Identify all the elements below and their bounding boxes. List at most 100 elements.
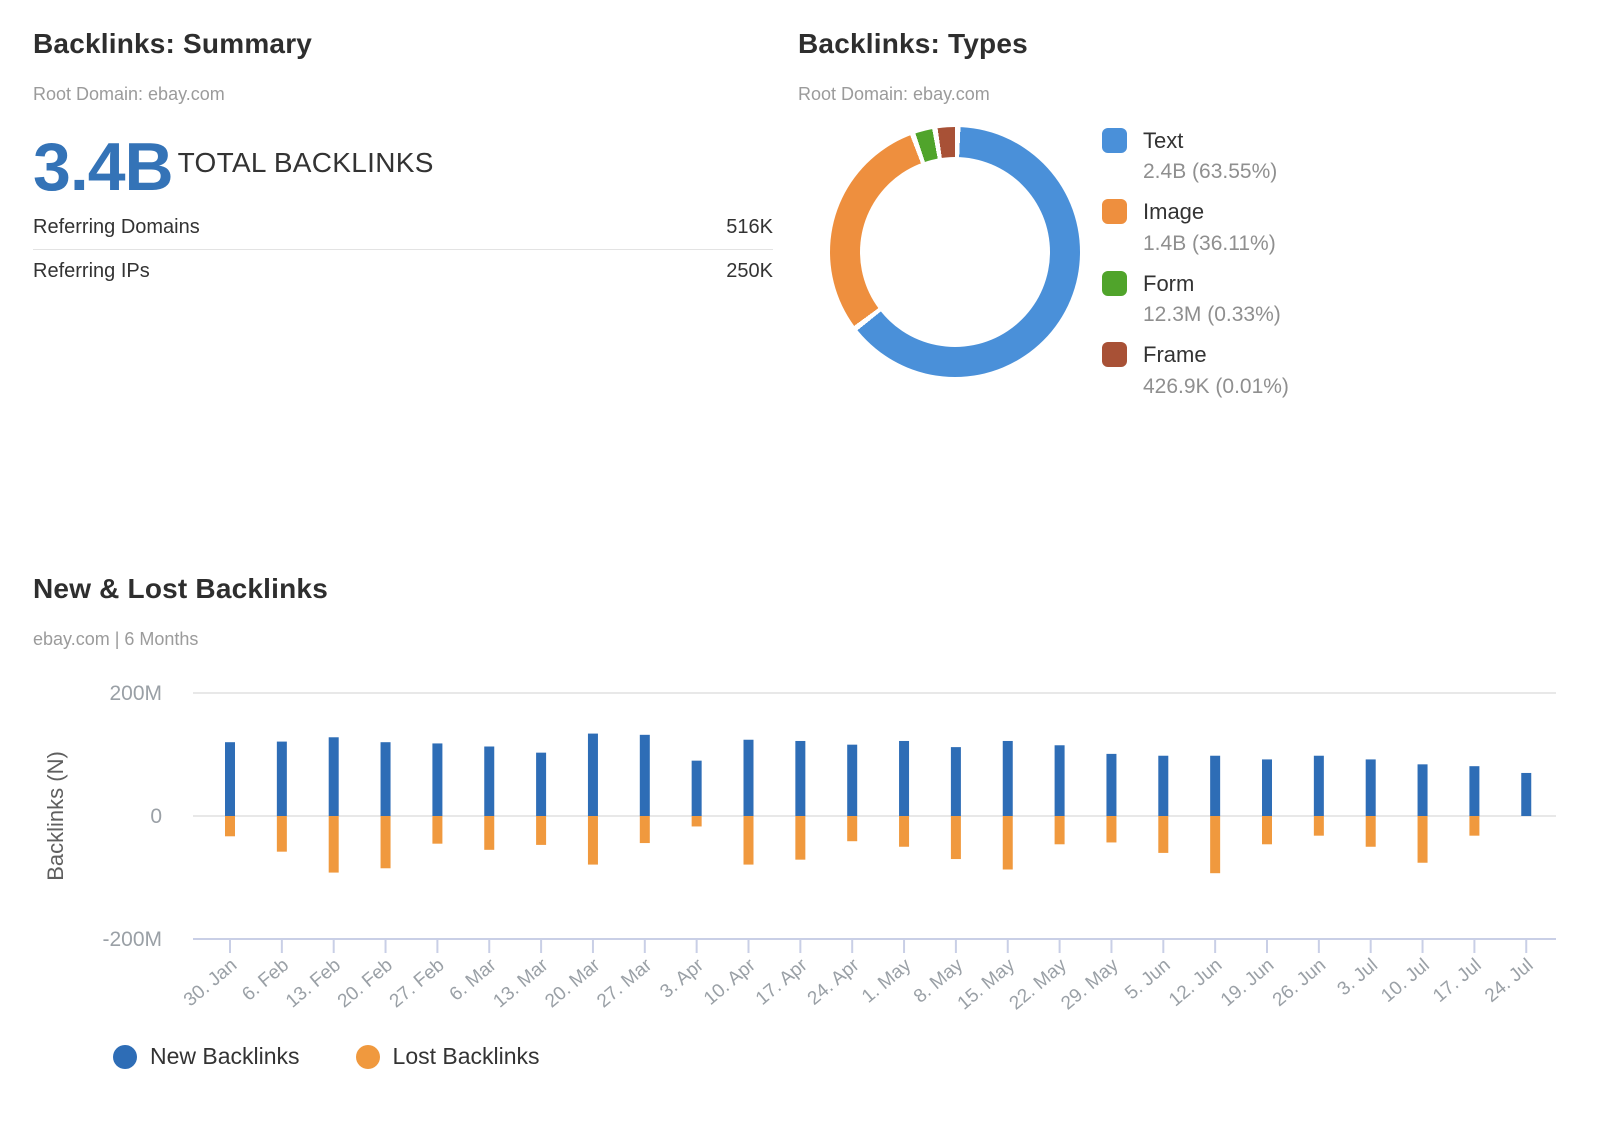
bar-lost-backlinks[interactable]: [587, 816, 598, 865]
bar-new-backlinks[interactable]: [691, 760, 702, 816]
bar-new-backlinks[interactable]: [276, 741, 287, 816]
bar-new-backlinks[interactable]: [1262, 759, 1272, 816]
bar-lost-backlinks[interactable]: [225, 816, 235, 837]
legend-value: 1.4B (36.11%): [1143, 231, 1276, 255]
bar-new-backlinks[interactable]: [1210, 755, 1221, 816]
bar-lost-backlinks[interactable]: [691, 816, 702, 827]
legend-item-new-backlinks[interactable]: New Backlinks: [113, 1043, 300, 1070]
x-axis-label: 27. Mar: [593, 954, 656, 1012]
newlost-subtitle: ebay.com | 6 Months: [33, 629, 199, 649]
bar-new-backlinks[interactable]: [795, 740, 806, 816]
bar-lost-backlinks[interactable]: [639, 816, 650, 844]
bar-lost-backlinks[interactable]: [743, 816, 754, 865]
x-axis-label: 13. Mar: [489, 954, 552, 1012]
types-chart-area: Text 2.4B (63.55%) Image 1.4B (36.11%) F…: [798, 127, 1289, 414]
new-backlinks-dot: [113, 1044, 137, 1069]
summary-subtitle: Root Domain: ebay.com: [33, 84, 225, 104]
x-axis-label: 13. Feb: [282, 955, 345, 1013]
referring-domains-label: Referring Domains: [33, 216, 200, 238]
referring-domains-row: Referring Domains 516K: [33, 206, 773, 249]
bar-new-backlinks[interactable]: [1002, 740, 1013, 816]
bar-new-backlinks[interactable]: [432, 743, 443, 816]
bar-lost-backlinks[interactable]: [1365, 816, 1376, 847]
form-color-chip: [1102, 270, 1127, 296]
bar-new-backlinks[interactable]: [536, 752, 547, 816]
y-axis-label: -200M: [102, 928, 162, 951]
x-axis-label: 19. Jun: [1217, 955, 1278, 1011]
bar-lost-backlinks[interactable]: [380, 816, 391, 869]
bar-lost-backlinks[interactable]: [328, 816, 339, 873]
bar-new-backlinks[interactable]: [587, 733, 598, 816]
bar-lost-backlinks[interactable]: [899, 816, 910, 847]
backlinks-summary-panel: Backlinks: Summary Root Domain: ebay.com…: [33, 28, 773, 293]
bar-lost-backlinks[interactable]: [1313, 816, 1324, 836]
bar-lost-backlinks[interactable]: [1158, 816, 1169, 853]
bar-new-backlinks[interactable]: [1365, 759, 1376, 816]
types-title: Backlinks: Types: [798, 28, 1028, 59]
y-axis-label: 200M: [109, 682, 162, 705]
x-axis-label: 15. May: [954, 954, 1020, 1014]
legend-item-lost-backlinks[interactable]: Lost Backlinks: [355, 1043, 540, 1070]
bar-lost-backlinks[interactable]: [1002, 816, 1013, 870]
x-axis-label: 30. Jan: [180, 955, 241, 1011]
bar-new-backlinks[interactable]: [1106, 753, 1117, 816]
bar-lost-backlinks[interactable]: [432, 816, 443, 844]
bar-lost-backlinks[interactable]: [1106, 816, 1117, 843]
bar-new-backlinks[interactable]: [899, 740, 910, 816]
summary-title: Backlinks: Summary: [33, 28, 313, 59]
legend-item-frame[interactable]: Frame 426.9K (0.01%): [1102, 342, 1289, 398]
legend-item-text[interactable]: Text 2.4B (63.55%): [1102, 128, 1289, 184]
bar-new-backlinks[interactable]: [1417, 764, 1428, 816]
bar-lost-backlinks[interactable]: [1210, 816, 1221, 874]
bar-lost-backlinks[interactable]: [1469, 816, 1480, 836]
bar-new-backlinks[interactable]: [743, 739, 754, 816]
x-axis-label: 24. Apr: [804, 954, 864, 1009]
legend-value: 2.4B (63.55%): [1143, 160, 1278, 184]
x-axis-label: 10. Jul: [1377, 955, 1433, 1007]
bar-new-backlinks[interactable]: [484, 746, 495, 816]
bar-new-backlinks[interactable]: [1158, 755, 1169, 816]
donut-hole: [860, 157, 1050, 347]
bar-lost-backlinks[interactable]: [1262, 816, 1272, 845]
x-axis-label: 20. Mar: [541, 954, 604, 1012]
bar-new-backlinks[interactable]: [225, 742, 235, 816]
bar-lost-backlinks[interactable]: [276, 816, 287, 852]
legend-label: Form: [1143, 270, 1195, 296]
bar-new-backlinks[interactable]: [950, 747, 961, 816]
legend-label: Text: [1143, 128, 1184, 153]
bar-lost-backlinks[interactable]: [795, 816, 806, 860]
bar-new-backlinks[interactable]: [639, 734, 650, 816]
bar-new-backlinks[interactable]: [1054, 745, 1065, 816]
bar-new-backlinks[interactable]: [1469, 766, 1480, 816]
bar-lost-backlinks[interactable]: [484, 816, 495, 850]
bar-chart-legend: New Backlinks Lost Backlinks: [113, 1043, 540, 1070]
legend-item-form[interactable]: Form 12.3M (0.33%): [1102, 270, 1289, 327]
x-axis-label: 27. Feb: [386, 955, 449, 1013]
bar-lost-backlinks[interactable]: [847, 816, 858, 842]
x-axis-label: 22. May: [1006, 954, 1072, 1014]
backlink-types-donut-chart[interactable]: [830, 127, 1080, 377]
bar-new-backlinks[interactable]: [328, 737, 339, 816]
bar-lost-backlinks[interactable]: [950, 816, 961, 860]
summary-table: Referring Domains 516K Referring IPs 250…: [33, 206, 773, 293]
bar-lost-backlinks[interactable]: [536, 816, 547, 845]
new-backlinks-legend-label: New Backlinks: [150, 1043, 300, 1069]
legend-item-image[interactable]: Image 1.4B (36.11%): [1102, 199, 1289, 255]
bar-new-backlinks[interactable]: [1313, 755, 1324, 816]
bar-new-backlinks[interactable]: [1521, 772, 1532, 816]
bar-lost-backlinks[interactable]: [1417, 816, 1428, 863]
legend-value: 426.9K (0.01%): [1143, 374, 1289, 398]
x-axis-label: 26. Jun: [1269, 955, 1330, 1011]
total-backlinks-metric: 3.4B TOTAL BACKLINKS: [33, 133, 773, 201]
bar-lost-backlinks[interactable]: [1054, 816, 1065, 845]
referring-ips-value: 250K: [726, 260, 773, 282]
donut-legend: Text 2.4B (63.55%) Image 1.4B (36.11%) F…: [1102, 127, 1289, 414]
referring-ips-label: Referring IPs: [33, 260, 150, 282]
legend-value: 12.3M (0.33%): [1143, 303, 1281, 327]
bar-new-backlinks[interactable]: [380, 742, 391, 816]
bar-new-backlinks[interactable]: [847, 744, 858, 816]
x-axis-label: 20. Feb: [334, 955, 397, 1013]
legend-label: Image: [1143, 199, 1205, 225]
